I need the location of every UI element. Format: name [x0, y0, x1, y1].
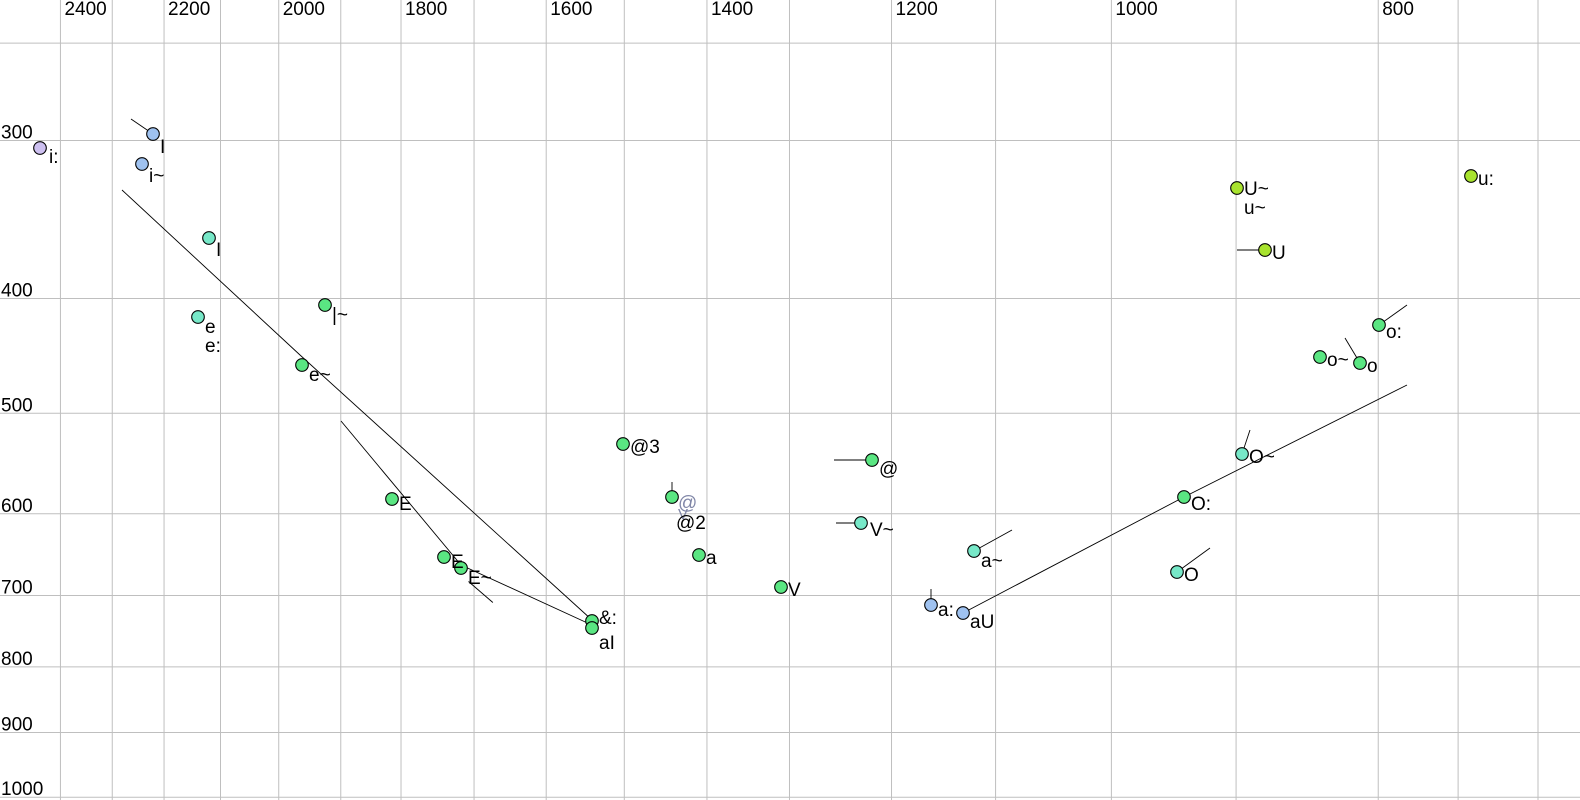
svg-text:O~: O~: [1249, 447, 1275, 468]
svg-text:300: 300: [1, 123, 33, 144]
svg-text:@: @: [879, 459, 898, 480]
svg-text:V: V: [788, 580, 801, 601]
svg-text:I: I: [216, 240, 221, 261]
svg-text:|~: |~: [332, 305, 348, 326]
svg-text:1000: 1000: [1, 779, 43, 800]
svg-text:800: 800: [1, 649, 33, 670]
svg-text:U~: U~: [1244, 179, 1269, 200]
svg-text:2000: 2000: [283, 0, 325, 20]
svg-text:a: a: [706, 548, 717, 569]
svg-text:&:: &:: [599, 608, 617, 629]
svg-text:1200: 1200: [896, 0, 938, 20]
svg-text:o: o: [1367, 356, 1378, 377]
svg-text:a:: a:: [938, 600, 954, 621]
svg-text:1600: 1600: [550, 0, 592, 20]
svg-text:i:: i:: [49, 147, 59, 168]
svg-text:aI: aI: [599, 633, 615, 654]
svg-text:E: E: [399, 494, 412, 515]
svg-text:u:: u:: [1478, 169, 1494, 190]
svg-text:2400: 2400: [64, 0, 106, 20]
svg-text:i~: i~: [149, 166, 164, 187]
svg-text:E: E: [451, 552, 464, 573]
svg-text:a~: a~: [981, 551, 1003, 572]
svg-text:aU: aU: [970, 612, 994, 633]
svg-text:U: U: [1272, 243, 1286, 264]
svg-text:u~: u~: [1244, 198, 1266, 219]
svg-text:1000: 1000: [1115, 0, 1157, 20]
svg-text:600: 600: [1, 496, 33, 517]
svg-text:@2: @2: [676, 513, 706, 534]
svg-text:E~: E~: [468, 568, 492, 589]
svg-text:1400: 1400: [711, 0, 753, 20]
svg-text:900: 900: [1, 715, 33, 736]
svg-text:700: 700: [1, 578, 33, 599]
svg-text:O:: O:: [1191, 494, 1211, 515]
svg-text:o:: o:: [1386, 322, 1402, 343]
svg-text:@3: @3: [630, 437, 660, 458]
svg-text:e:: e:: [205, 336, 221, 357]
svg-text:800: 800: [1382, 0, 1414, 20]
svg-text:1800: 1800: [405, 0, 447, 20]
svg-text:V~: V~: [870, 520, 894, 541]
svg-text:I: I: [160, 137, 165, 158]
svg-text:o~: o~: [1327, 350, 1349, 371]
svg-text:O: O: [1184, 565, 1199, 586]
svg-text:e: e: [205, 317, 216, 338]
svg-text:500: 500: [1, 395, 33, 416]
svg-text:2200: 2200: [168, 0, 210, 20]
svg-text:400: 400: [1, 281, 33, 302]
svg-text:e~: e~: [309, 365, 331, 386]
